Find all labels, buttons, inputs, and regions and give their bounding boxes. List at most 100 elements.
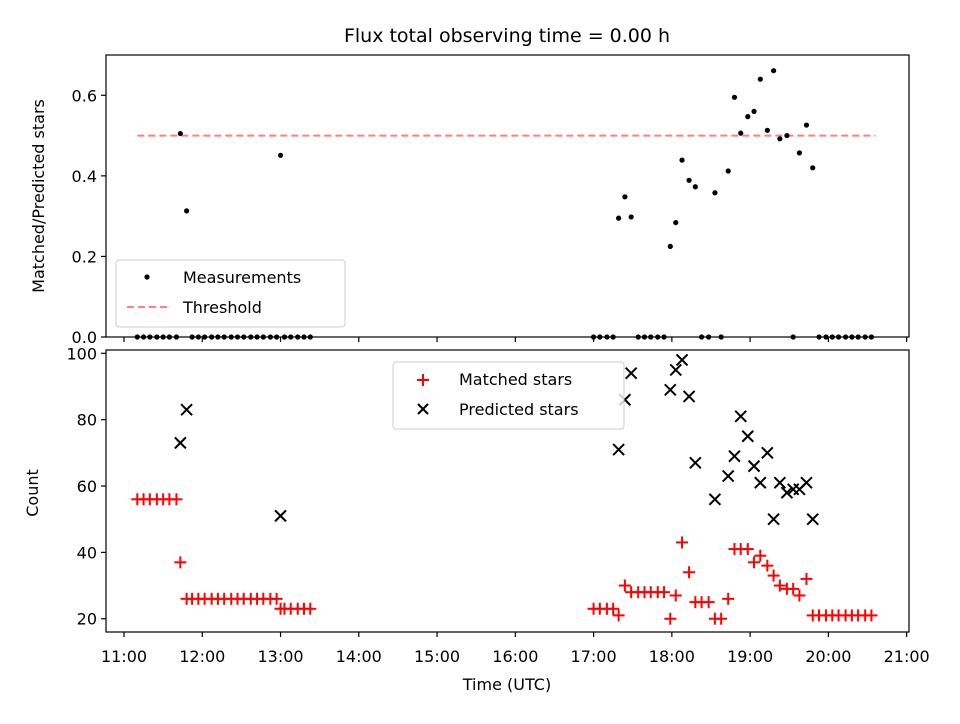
matched-star-point xyxy=(767,569,780,582)
predicted-star-point xyxy=(174,436,187,450)
matched-star-point xyxy=(754,549,767,562)
matched-star-point xyxy=(702,596,715,609)
legend-matched-marker xyxy=(417,374,429,386)
bottom-y-tick-label: 20 xyxy=(77,610,97,629)
predicted-star-point xyxy=(722,469,735,483)
predicted-star-point xyxy=(612,443,625,456)
legend-threshold-label: Threshold xyxy=(182,298,262,317)
matched-star-point xyxy=(304,602,317,615)
x-tick-label: 17:00 xyxy=(571,647,617,666)
measurement-point xyxy=(622,194,628,200)
matched-star-point xyxy=(793,589,806,602)
bottom-y-tick-label: 40 xyxy=(77,543,97,562)
legend-predicted-marker xyxy=(417,403,429,415)
bottom-y-axis-label: Count xyxy=(23,469,42,517)
matched-star-point xyxy=(676,536,689,549)
matched-star-point xyxy=(658,586,671,599)
matched-star-point xyxy=(722,592,735,605)
bottom-plot-frame xyxy=(105,349,910,633)
x-tick-label: 18:00 xyxy=(649,647,695,666)
matched-star-point xyxy=(170,493,183,506)
matched-star-point xyxy=(741,543,754,556)
matched-star-point xyxy=(748,556,761,569)
measurement-point xyxy=(712,190,718,196)
measurement-point xyxy=(796,150,803,156)
predicted-star-point xyxy=(780,486,794,499)
top-y-tick-label: 0.6 xyxy=(72,86,97,105)
bottom-y-tick-label: 100 xyxy=(66,344,97,363)
matched-star-point xyxy=(270,592,283,605)
predicted-star-point xyxy=(741,430,754,443)
matched-star-point xyxy=(800,572,813,585)
predicted-star-point xyxy=(806,512,819,526)
x-tick-label: 19:00 xyxy=(727,647,773,666)
predicted-star-point xyxy=(800,476,813,489)
matched-star-point xyxy=(865,609,878,622)
ratio-panel: Flux total observing time = 0.00 h Match… xyxy=(29,25,910,347)
predicted-star-point xyxy=(728,449,741,463)
matched-star-point xyxy=(683,566,696,579)
measurement-point xyxy=(745,114,751,120)
bottom-y-tick-label: 60 xyxy=(77,477,97,496)
predicted-star-point xyxy=(747,459,761,473)
predicted-star-point xyxy=(274,509,287,523)
top-y-tick-label: 0.2 xyxy=(72,247,97,266)
legend-measurements-label: Measurements xyxy=(183,268,301,287)
predicted-star-point xyxy=(734,410,747,423)
x-tick-label: 20:00 xyxy=(805,647,851,666)
matched-star-point xyxy=(174,556,187,569)
measurement-point xyxy=(686,177,692,183)
measurement-point xyxy=(679,157,685,163)
x-tick-label: 13:00 xyxy=(257,647,303,666)
predicted-star-point xyxy=(773,476,787,489)
bottom-legend-box xyxy=(392,361,625,430)
top-y-tick-label: 0.0 xyxy=(72,328,97,347)
measurement-point xyxy=(803,122,810,128)
matched-star-point xyxy=(618,579,631,592)
matched-star-point xyxy=(664,612,677,625)
predicted-star-point xyxy=(669,363,682,377)
x-tick-label: 14:00 xyxy=(336,647,382,666)
matched-star-point xyxy=(787,582,800,595)
matched-star-point xyxy=(761,559,774,572)
top-y-axis-label: Matched/Predicted stars xyxy=(29,99,48,293)
predicted-star-point xyxy=(761,446,774,460)
measurement-point xyxy=(692,184,698,190)
x-tick-label: 11:00 xyxy=(101,647,147,666)
predicted-star-point xyxy=(180,403,193,416)
x-axis-label: Time (UTC) xyxy=(462,675,551,694)
measurement-point xyxy=(177,130,183,137)
measurement-point xyxy=(616,215,622,221)
measurement-point xyxy=(764,127,770,133)
predicted-star-point xyxy=(664,383,677,397)
x-tick-label: 16:00 xyxy=(492,647,538,666)
predicted-star-point xyxy=(675,353,689,367)
matched-star-point xyxy=(715,612,728,625)
bottom-legend: Matched stars Predicted stars xyxy=(392,361,625,430)
measurement-point xyxy=(731,94,738,100)
x-tick-label: 21:00 xyxy=(884,647,930,666)
predicted-star-point xyxy=(689,456,702,470)
predicted-star-point xyxy=(682,390,696,403)
measurement-point xyxy=(277,152,284,158)
top-y-tick-label: 0.4 xyxy=(72,167,97,186)
top-legend: Measurements Threshold xyxy=(115,259,346,328)
measurement-point xyxy=(810,165,816,171)
matched-star-point xyxy=(612,609,625,622)
count-panel: Count Time (UTC) 20 40 60 80 100 11:00 12:00 13… xyxy=(23,344,930,694)
matched-star-point xyxy=(669,589,682,602)
matched-star-point xyxy=(607,602,620,615)
legend-measurement-marker xyxy=(144,274,150,280)
measurement-point xyxy=(725,168,731,174)
measurement-point xyxy=(738,130,744,136)
bottom-y-tick-label: 80 xyxy=(77,411,97,430)
measurement-point xyxy=(777,136,783,142)
measurement-point xyxy=(667,243,673,249)
legend-predicted-label: Predicted stars xyxy=(459,400,579,419)
measurement-point xyxy=(184,208,190,214)
legend-matched-label: Matched stars xyxy=(459,370,572,389)
x-tick-label: 15:00 xyxy=(414,647,460,666)
top-legend-box xyxy=(115,259,346,328)
